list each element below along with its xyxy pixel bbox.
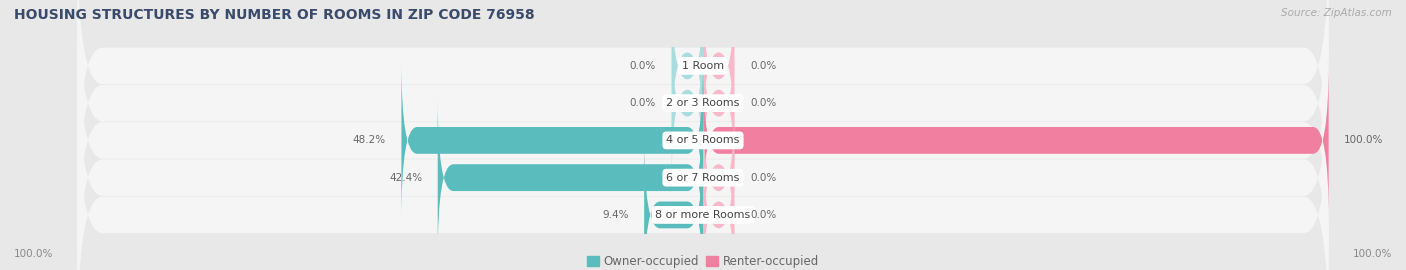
Text: 1 Room: 1 Room (682, 61, 724, 71)
Text: 0.0%: 0.0% (749, 173, 776, 183)
FancyBboxPatch shape (672, 23, 703, 183)
Text: 48.2%: 48.2% (353, 135, 385, 146)
Text: 9.4%: 9.4% (602, 210, 628, 220)
FancyBboxPatch shape (77, 84, 1329, 270)
Text: 4 or 5 Rooms: 4 or 5 Rooms (666, 135, 740, 146)
FancyBboxPatch shape (703, 98, 734, 257)
Text: Source: ZipAtlas.com: Source: ZipAtlas.com (1281, 8, 1392, 18)
FancyBboxPatch shape (703, 0, 734, 146)
FancyBboxPatch shape (703, 23, 734, 183)
Text: 6 or 7 Rooms: 6 or 7 Rooms (666, 173, 740, 183)
Text: HOUSING STRUCTURES BY NUMBER OF ROOMS IN ZIP CODE 76958: HOUSING STRUCTURES BY NUMBER OF ROOMS IN… (14, 8, 534, 22)
FancyBboxPatch shape (77, 0, 1329, 234)
Text: 0.0%: 0.0% (749, 98, 776, 108)
Text: 0.0%: 0.0% (630, 61, 657, 71)
FancyBboxPatch shape (672, 0, 703, 146)
FancyBboxPatch shape (77, 47, 1329, 270)
FancyBboxPatch shape (703, 135, 734, 270)
FancyBboxPatch shape (644, 135, 703, 270)
Text: 42.4%: 42.4% (389, 173, 422, 183)
FancyBboxPatch shape (402, 61, 703, 220)
Text: 0.0%: 0.0% (630, 98, 657, 108)
FancyBboxPatch shape (703, 61, 1329, 220)
FancyBboxPatch shape (77, 0, 1329, 197)
Text: 2 or 3 Rooms: 2 or 3 Rooms (666, 98, 740, 108)
FancyBboxPatch shape (437, 98, 703, 257)
Text: 0.0%: 0.0% (749, 61, 776, 71)
Legend: Owner-occupied, Renter-occupied: Owner-occupied, Renter-occupied (588, 255, 818, 268)
FancyBboxPatch shape (77, 10, 1329, 270)
Text: 8 or more Rooms: 8 or more Rooms (655, 210, 751, 220)
Text: 0.0%: 0.0% (749, 210, 776, 220)
Text: 100.0%: 100.0% (1344, 135, 1384, 146)
Text: 100.0%: 100.0% (14, 249, 53, 259)
Text: 100.0%: 100.0% (1353, 249, 1392, 259)
